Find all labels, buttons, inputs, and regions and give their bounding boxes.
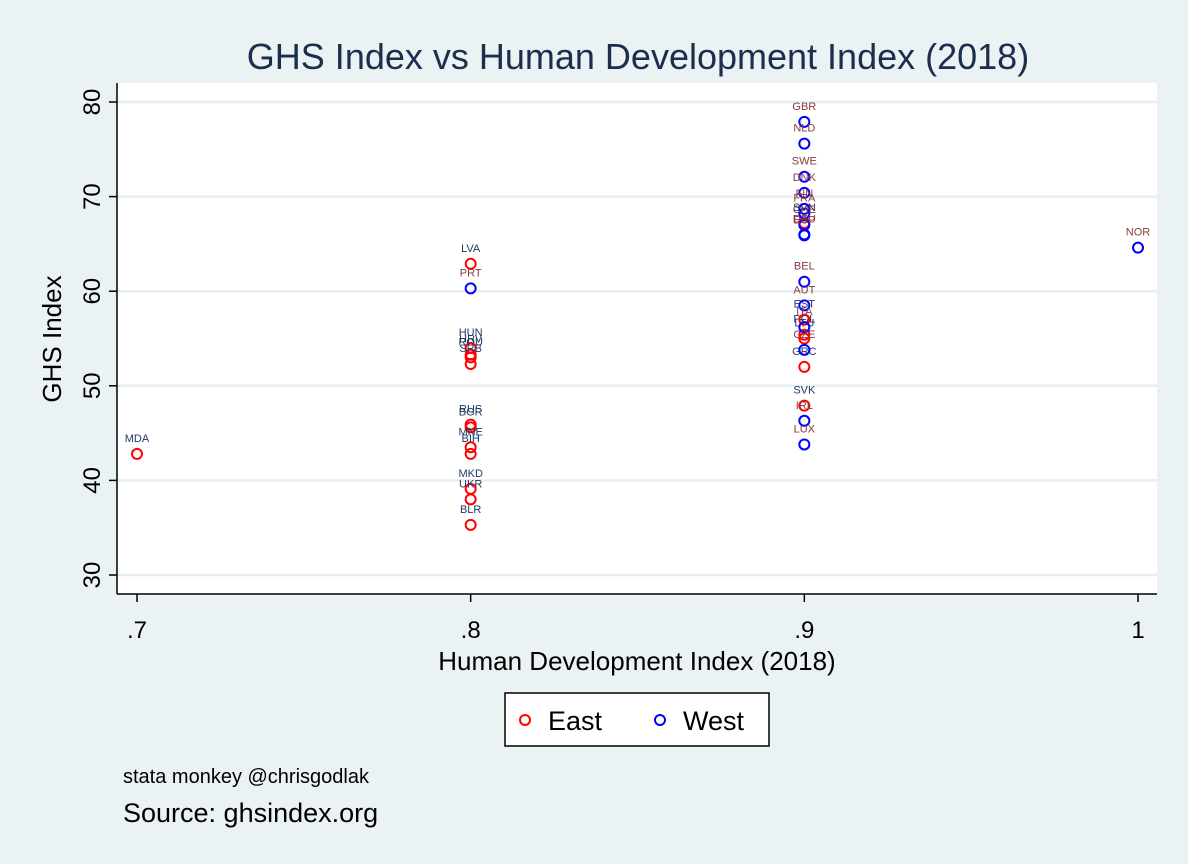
data-label-prt: PRT <box>460 267 482 279</box>
data-point-irl <box>798 414 811 427</box>
legend-west-label: West <box>683 706 745 736</box>
chart-note: stata monkey @chrisgodlak <box>123 766 370 788</box>
data-label-ita: ITA <box>796 306 813 318</box>
data-label-irl: IRL <box>796 400 813 412</box>
data-label-rou: ROU <box>458 336 483 348</box>
data-label-lva: LVA <box>461 243 481 255</box>
data-point-blr <box>464 518 477 531</box>
data-point-fra <box>798 207 811 220</box>
data-label-mkd: MKD <box>458 468 483 480</box>
legend: East West <box>504 692 770 747</box>
data-point-rus <box>464 418 477 431</box>
data-label-bih: BIH <box>461 433 479 445</box>
data-point-est <box>798 313 811 326</box>
data-point-gbr <box>798 115 811 128</box>
data-label-aut: AUT <box>793 284 815 296</box>
data-label-deu: DEU <box>793 213 816 225</box>
data-point-mne <box>464 441 477 454</box>
y-axis-ticks: 30 40 50 60 70 80 <box>79 89 117 589</box>
x-axis-title: Human Development Index (2018) <box>438 646 835 676</box>
data-point-mda <box>131 447 143 460</box>
data-label-rus: RUS <box>459 404 482 416</box>
data-point-nld <box>798 137 811 150</box>
x-tick-label: 1 <box>1131 617 1144 644</box>
x-tick-label: .7 <box>127 617 147 644</box>
data-point-fin <box>798 202 811 215</box>
data-point-swe <box>798 170 811 183</box>
data-point-srb <box>464 358 477 371</box>
data-label-hun: HUN <box>459 327 483 339</box>
data-label-grc: GRC <box>792 346 817 358</box>
data-point-nor <box>1132 241 1144 254</box>
data-point-pol <box>798 328 811 341</box>
legend-west-marker <box>654 714 666 726</box>
data-point-ltu <box>798 332 811 345</box>
data-label-fin: FIN <box>795 188 813 200</box>
data-label-blr: BLR <box>460 504 481 516</box>
y-tick-label: 30 <box>79 562 106 589</box>
chart-title: GHS Index vs Human Development Index (20… <box>247 36 1029 77</box>
data-point-dnk <box>798 186 811 199</box>
y-tick-label: 50 <box>79 372 106 399</box>
data-point-grc <box>798 360 811 373</box>
data-label-ukr: UKR <box>459 478 482 490</box>
data-point-lva <box>464 257 477 270</box>
data-label-hrv: HRV <box>459 334 483 346</box>
data-point-bel <box>798 275 811 288</box>
data-label-srb: SRB <box>459 343 482 355</box>
legend-east-label: East <box>548 706 603 736</box>
data-point-esp <box>798 229 811 242</box>
gridlines <box>117 100 1157 577</box>
data-label-bel: BEL <box>794 261 815 273</box>
data-point-aut <box>798 299 811 312</box>
data-label-mne: MNE <box>458 426 482 438</box>
y-tick-label: 70 <box>79 183 106 210</box>
data-point-cze <box>798 343 811 356</box>
data-label-swe: SWE <box>792 156 817 168</box>
data-point-ita <box>798 321 811 334</box>
data-point-prt <box>464 282 477 295</box>
legend-box <box>504 692 770 747</box>
data-label-mda: MDA <box>125 433 150 445</box>
plot-area <box>117 83 1157 594</box>
x-tick-label: .9 <box>794 617 814 644</box>
data-label-ltu: LTU <box>794 318 814 330</box>
x-axis-ticks: .7 .8 .9 1 <box>127 594 1145 644</box>
data-label-fra: FRA <box>793 193 816 205</box>
y-tick-label: 60 <box>79 278 106 305</box>
data-label-pol: POL <box>793 314 815 326</box>
data-label-nor: NOR <box>1126 227 1151 239</box>
data-point-svk <box>798 399 811 412</box>
data-label-nld: NLD <box>793 123 815 135</box>
data-label-gbr: GBR <box>792 101 816 113</box>
data-point-ukr <box>464 493 477 506</box>
data-label-cze: CZE <box>793 329 815 341</box>
legend-east-marker <box>519 714 531 726</box>
x-tick-label: .8 <box>461 617 481 644</box>
data-point-lux <box>798 438 811 451</box>
data-label-esp: ESP <box>793 214 815 226</box>
y-tick-label: 80 <box>79 89 106 116</box>
data-label-svk: SVK <box>793 385 816 397</box>
data-label-lux: LUX <box>794 423 816 435</box>
data-label-dnk: DNK <box>793 172 817 184</box>
data-label-bgr: BGR <box>459 406 483 418</box>
y-tick-label: 40 <box>79 467 106 494</box>
data-label-che: CHE <box>793 204 816 216</box>
y-axis-title: GHS Index <box>37 275 67 402</box>
data-point-bih <box>464 447 477 460</box>
chart-caption: Source: ghsindex.org <box>123 798 378 828</box>
